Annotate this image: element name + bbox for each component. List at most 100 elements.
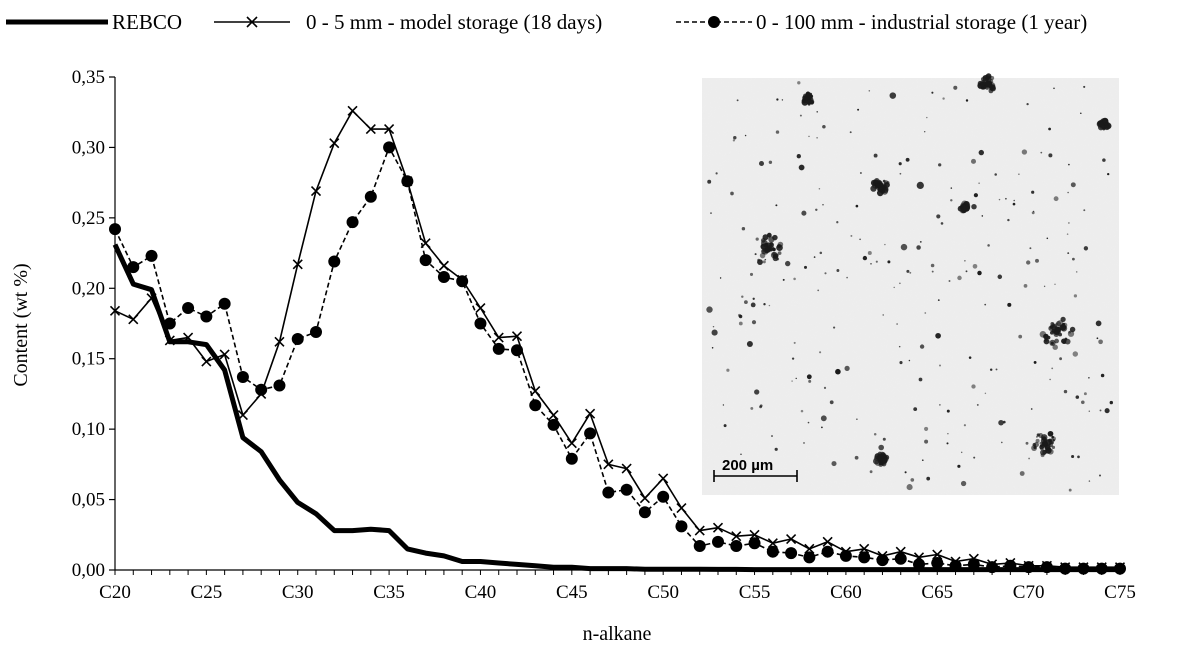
data-point-circle: [693, 540, 706, 553]
y-tick-label: 0,20: [72, 278, 105, 299]
micrograph-cluster-particle: [878, 462, 883, 468]
micrograph-cluster-particle: [760, 243, 767, 250]
data-point-x: [639, 493, 650, 504]
micrograph-cluster-particle: [769, 242, 773, 246]
data-point-circle: [876, 554, 889, 567]
micrograph-particle: [978, 182, 980, 184]
micrograph-particle: [719, 277, 722, 279]
micrograph-particle: [960, 480, 967, 487]
micrograph-cluster-particle: [764, 247, 770, 253]
micrograph-cluster-particle: [881, 188, 889, 195]
data-point-circle: [364, 190, 377, 203]
micrograph-cluster-particle: [1050, 341, 1054, 345]
micrograph-cluster-particle: [1050, 330, 1054, 335]
micrograph-particle: [712, 325, 715, 328]
micrograph-particle: [939, 364, 941, 367]
micrograph-particle: [1023, 284, 1028, 288]
y-axis-title: Content (wt %): [10, 263, 32, 386]
micrograph-particle: [899, 172, 902, 175]
micrograph-cluster-particle: [877, 179, 882, 185]
micrograph-particle: [1019, 471, 1025, 476]
micrograph-particle: [989, 368, 993, 371]
micrograph-cluster-particle: [878, 186, 883, 190]
data-point-circle: [638, 506, 651, 519]
micrograph-particle: [737, 313, 742, 317]
micrograph-cluster-particle: [957, 205, 964, 212]
data-point-circle: [1114, 562, 1126, 575]
micrograph-particle: [751, 320, 757, 325]
data-point-x: [438, 260, 449, 271]
micrograph-cluster-particle: [872, 181, 876, 184]
micrograph-particle: [926, 476, 931, 481]
micrograph-particle: [820, 415, 827, 422]
micrograph-particle: [829, 400, 834, 405]
micrograph-particle: [815, 208, 818, 212]
data-point-x: [859, 543, 870, 554]
data-point-x: [384, 124, 395, 135]
micrograph-particle: [744, 134, 747, 137]
micrograph-cluster-particle: [1043, 333, 1049, 340]
data-point-x: [566, 438, 577, 449]
x-tick-label: C55: [739, 582, 771, 603]
micrograph-cluster-particle: [980, 77, 986, 82]
micrograph-cluster-particle: [882, 458, 888, 464]
data-point-circle: [931, 556, 944, 569]
data-point-circle: [602, 486, 615, 499]
micrograph-cluster-particle: [1051, 435, 1055, 439]
data-point-x: [603, 459, 614, 470]
data-point-circle: [145, 249, 158, 262]
micrograph-cluster-particle: [803, 100, 807, 104]
micrograph-particle: [987, 244, 990, 247]
data-point-circle: [529, 399, 542, 412]
micrograph-particle: [924, 439, 929, 444]
micrograph-particle: [1096, 337, 1099, 340]
micrograph-cluster-particle: [964, 203, 971, 209]
micrograph-particle: [1051, 367, 1054, 370]
micrograph-particle: [711, 347, 714, 349]
micrograph-particle: [736, 99, 739, 102]
micrograph-particle: [750, 302, 756, 308]
micrograph-particle: [750, 406, 754, 410]
micrograph-particle: [1049, 378, 1051, 381]
legend-label-model-storage: 0 - 5 mm - model storage (18 days): [306, 10, 602, 34]
micrograph-particle: [899, 361, 903, 365]
micrograph-cluster-particle: [770, 251, 778, 259]
micrograph-particle: [1083, 85, 1086, 88]
micrograph-cluster-particle: [883, 182, 887, 185]
data-point-circle: [474, 317, 487, 330]
micrograph-particle: [1001, 441, 1003, 444]
micrograph-cluster-particle: [1047, 430, 1054, 437]
data-point-circle: [986, 561, 999, 574]
data-point-circle: [437, 271, 450, 284]
micrograph-particle: [796, 154, 801, 159]
micrograph-particle: [733, 135, 737, 140]
micrograph-cluster-particle: [759, 252, 766, 259]
micrograph-particle: [1102, 158, 1106, 162]
micrograph-particle: [785, 260, 791, 267]
data-point-circle: [163, 317, 176, 330]
legend-marker-circle: [708, 16, 720, 28]
x-tick-label: C75: [1104, 582, 1136, 603]
micrograph-particle: [984, 303, 987, 306]
data-point-circle: [565, 452, 578, 465]
micrograph-particle: [1032, 210, 1035, 213]
micrograph-particle: [726, 368, 730, 372]
series-line: [114, 146, 1120, 570]
micrograph-particle: [1026, 260, 1031, 265]
data-point-x: [237, 409, 248, 421]
micrograph-particle: [909, 271, 912, 274]
micrograph-cluster-particle: [1060, 316, 1066, 323]
data-point-x: [292, 259, 303, 270]
micrograph-particle: [908, 359, 911, 362]
micrograph-particle: [1088, 480, 1091, 482]
micrograph-particle: [1088, 410, 1091, 412]
data-point-circle: [109, 223, 121, 236]
micrograph-particle: [924, 131, 926, 133]
micrograph-particle: [808, 379, 812, 383]
micrograph-particle: [749, 272, 754, 276]
micrograph-particle: [1098, 339, 1103, 345]
micrograph-particle: [918, 377, 923, 382]
data-point-circle: [894, 552, 907, 565]
micrograph-particle: [1007, 218, 1010, 222]
micrograph-particle: [1068, 222, 1070, 224]
